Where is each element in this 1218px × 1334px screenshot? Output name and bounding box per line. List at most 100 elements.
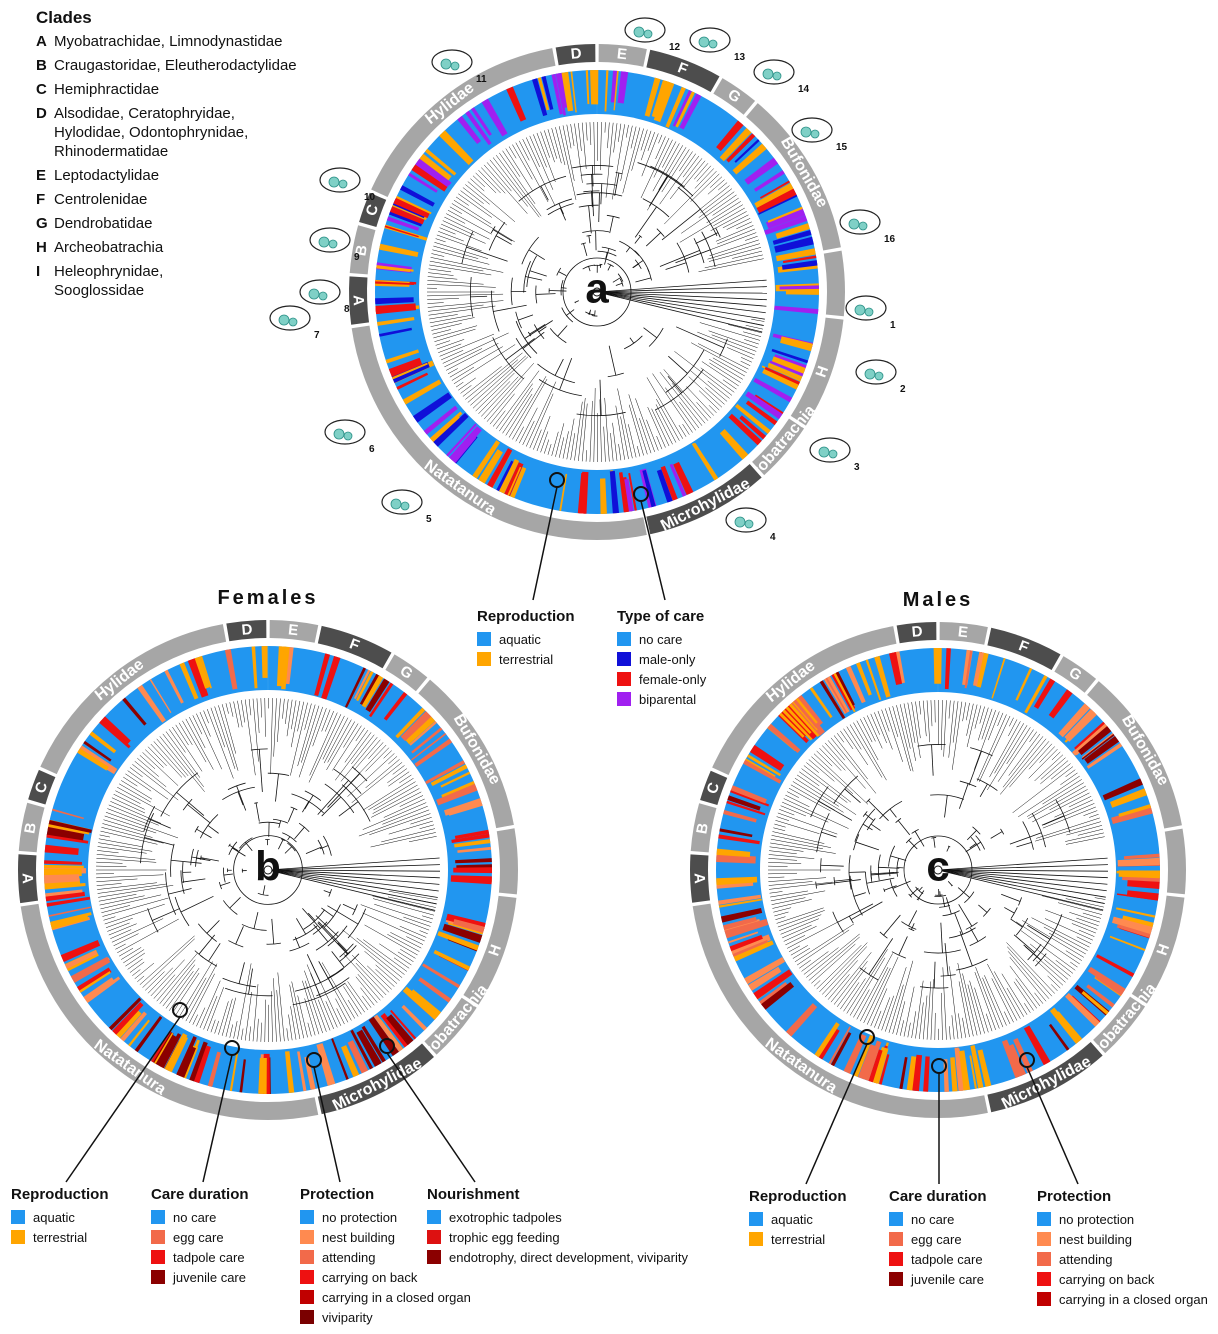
legend-item: carrying in a closed organ bbox=[300, 1287, 471, 1307]
frog-illustration: 16 bbox=[840, 210, 896, 245]
clade-families: Heleophrynidae, Sooglossidae bbox=[54, 262, 163, 300]
legend-item: exotrophic tadpoles bbox=[427, 1207, 688, 1227]
frog-illustration: 1 bbox=[846, 296, 896, 331]
clade-label-e: E bbox=[957, 623, 969, 641]
legend-label: nest building bbox=[1059, 1232, 1132, 1247]
legend-title: Care duration bbox=[151, 1186, 249, 1203]
frog-illustration: 2 bbox=[856, 360, 906, 395]
frog-eggs bbox=[865, 369, 875, 379]
legend-item: no care bbox=[889, 1209, 987, 1229]
frog-eggs bbox=[745, 520, 753, 528]
frog-eggs bbox=[811, 130, 819, 138]
panel-letter: a bbox=[585, 265, 609, 312]
legend-label: no care bbox=[911, 1212, 954, 1227]
illustration-number: 1 bbox=[890, 320, 896, 331]
legend-swatch bbox=[151, 1230, 165, 1244]
legend-item: no care bbox=[151, 1207, 249, 1227]
tree-a: HAfrobatrachiaMicrohylidaeNatatanuraABCH… bbox=[349, 44, 845, 540]
clade-label-e: E bbox=[616, 45, 628, 63]
frog-eggs bbox=[289, 318, 297, 326]
clade-label-d: D bbox=[241, 621, 253, 639]
illustration-number: 5 bbox=[426, 514, 432, 525]
legend-label: no care bbox=[173, 1210, 216, 1225]
frog-eggs bbox=[391, 499, 401, 509]
illustration-number: 10 bbox=[364, 192, 376, 203]
clade-key-letter: C bbox=[36, 80, 54, 99]
legend-item: nest building bbox=[1037, 1229, 1208, 1249]
legend-swatch bbox=[1037, 1232, 1051, 1246]
frog-eggs bbox=[801, 127, 811, 137]
legend-swatch bbox=[889, 1232, 903, 1246]
legend-label: terrestrial bbox=[33, 1230, 87, 1245]
frog-illustration: 5 bbox=[382, 490, 432, 525]
legend-item: terrestrial bbox=[11, 1227, 109, 1247]
clade-key-letter: E bbox=[36, 166, 54, 185]
clade-families: Craugastoridae, Eleutherodactylidae bbox=[54, 56, 297, 75]
legend-label: no protection bbox=[1059, 1212, 1134, 1227]
legend-swatch bbox=[300, 1210, 314, 1224]
illustration-number: 11 bbox=[476, 74, 487, 85]
frog-illustration: 7 bbox=[270, 306, 320, 341]
clade-key-letter: H bbox=[36, 238, 54, 257]
legend-swatch bbox=[477, 632, 491, 646]
legend-swatch bbox=[427, 1250, 441, 1264]
legend-label: exotrophic tadpoles bbox=[449, 1210, 562, 1225]
legend-item: viviparity bbox=[300, 1307, 471, 1327]
legend-title: Reproduction bbox=[11, 1186, 109, 1203]
clade-families: Alsodidae, Ceratophryidae, Hylodidae, Od… bbox=[54, 104, 248, 161]
frog-eggs bbox=[773, 72, 781, 80]
legend-swatch bbox=[300, 1250, 314, 1264]
legend-label: aquatic bbox=[33, 1210, 75, 1225]
legend-label: nest building bbox=[322, 1230, 395, 1245]
trait-mark bbox=[934, 648, 942, 684]
legend-title: Protection bbox=[1037, 1188, 1208, 1205]
legend-label: male-only bbox=[639, 652, 695, 667]
frog-body bbox=[270, 306, 310, 330]
frog-eggs bbox=[865, 308, 873, 316]
frog-body bbox=[846, 296, 886, 320]
frog-eggs bbox=[859, 222, 867, 230]
legend-label: terrestrial bbox=[771, 1232, 825, 1247]
frog-eggs bbox=[735, 517, 745, 527]
frog-eggs bbox=[855, 305, 865, 315]
clade-key-letter: B bbox=[36, 56, 54, 75]
legend-label: attending bbox=[322, 1250, 376, 1265]
legend-swatch bbox=[151, 1250, 165, 1264]
illustration-number: 6 bbox=[369, 444, 375, 455]
legend-swatch bbox=[300, 1270, 314, 1284]
frog-eggs bbox=[875, 372, 883, 380]
frog-body bbox=[810, 438, 850, 462]
illustration-number: 8 bbox=[344, 304, 350, 315]
legend-label: terrestrial bbox=[499, 652, 553, 667]
clade-label-e: E bbox=[287, 621, 299, 639]
frog-body bbox=[382, 490, 422, 514]
trait-mark bbox=[453, 867, 492, 873]
legend-swatch bbox=[11, 1230, 25, 1244]
frog-body bbox=[754, 60, 794, 84]
legend-item: aquatic bbox=[11, 1207, 109, 1227]
frog-body bbox=[432, 50, 472, 74]
frog-eggs bbox=[344, 432, 352, 440]
clade-key-letter: I bbox=[36, 262, 54, 300]
clade-ring-segment bbox=[1165, 829, 1186, 895]
legend-title: Type of care bbox=[617, 608, 706, 625]
legend-label: tadpole care bbox=[911, 1252, 983, 1267]
legend-swatch bbox=[300, 1310, 314, 1324]
clade-key-letter: D bbox=[36, 104, 54, 161]
illustration-number: 2 bbox=[900, 384, 906, 395]
legend-swatch bbox=[1037, 1252, 1051, 1266]
legend-swatch bbox=[889, 1252, 903, 1266]
legend-item: tadpole care bbox=[889, 1249, 987, 1269]
legend-item: terrestrial bbox=[477, 649, 575, 669]
frog-body bbox=[726, 508, 766, 532]
legend-title: Care duration bbox=[889, 1188, 987, 1205]
legend-swatch bbox=[749, 1232, 763, 1246]
frog-eggs bbox=[401, 502, 409, 510]
frog-eggs bbox=[819, 447, 829, 457]
